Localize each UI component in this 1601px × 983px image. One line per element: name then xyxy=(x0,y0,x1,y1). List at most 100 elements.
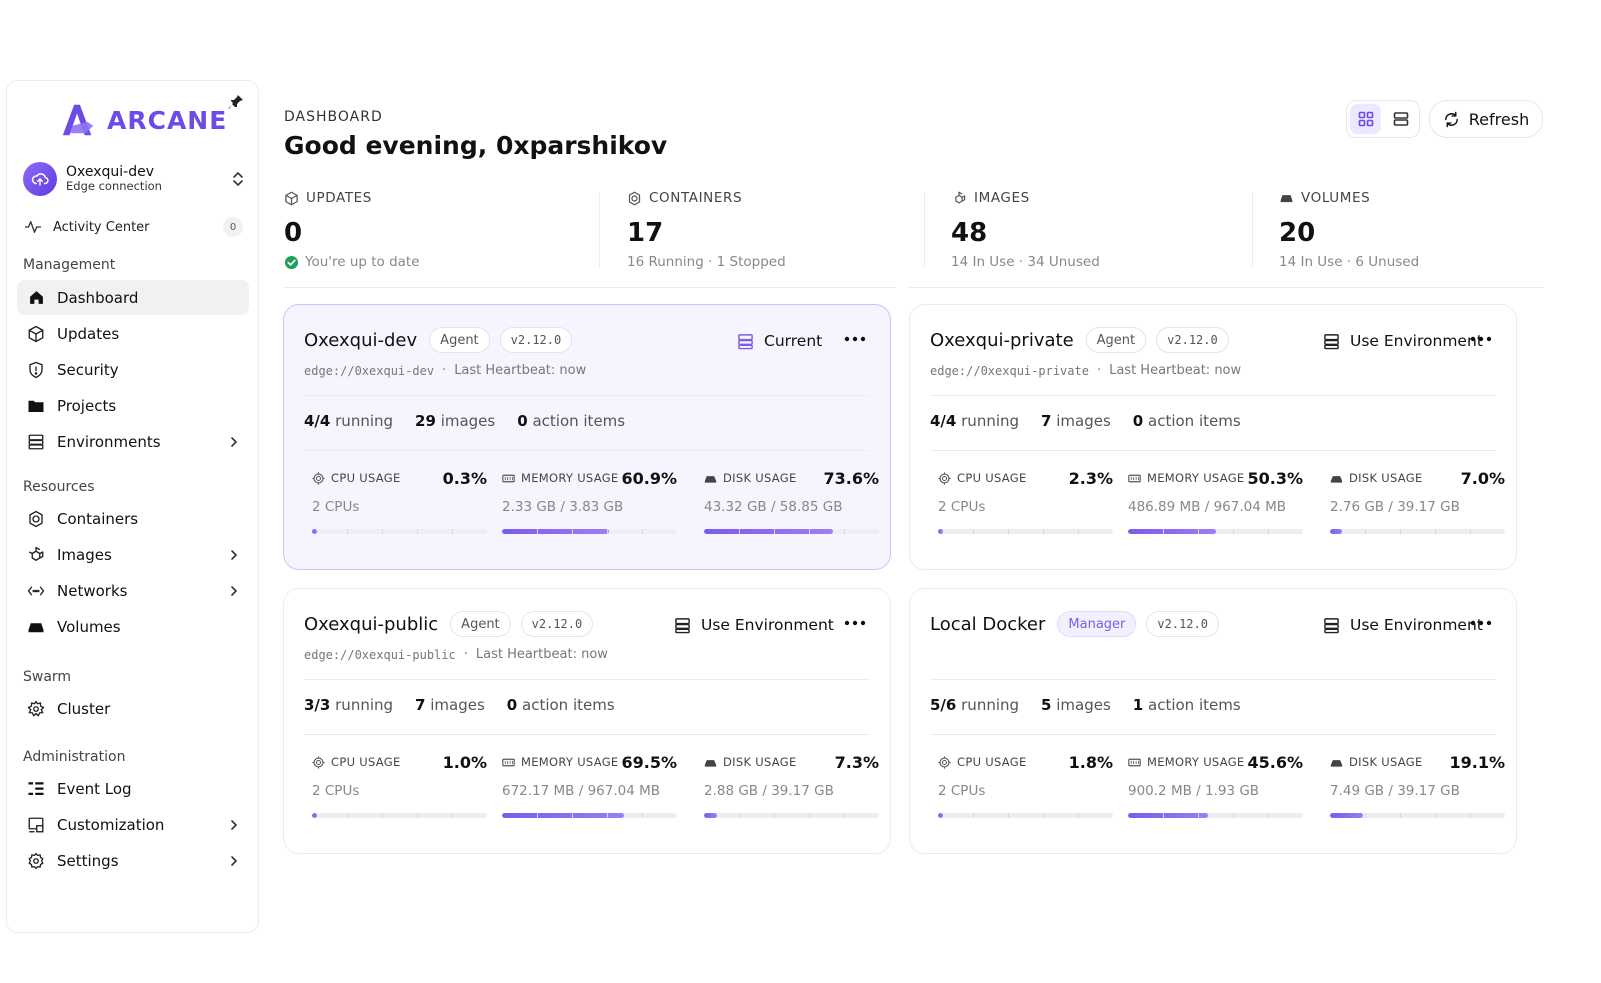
metric-memory: MEMORY USAGE 50.3% 486.89 MB / 967.04 MB xyxy=(1128,469,1303,534)
env-url-row: edge://0xexqui-dev · Last Heartbeat: now xyxy=(304,363,587,378)
sidebar-item-security[interactable]: Security xyxy=(17,352,249,387)
sidebar-item-label: Networks xyxy=(57,581,128,600)
metric-label: CPU USAGE xyxy=(957,755,1027,769)
sidebar-item-settings[interactable]: Settings xyxy=(17,843,249,878)
list-view-button[interactable] xyxy=(1385,104,1416,134)
stat-containers[interactable]: CONTAINERS 17 16 Running · 1 Stopped xyxy=(627,190,786,270)
sidebar-item-containers[interactable]: Containers xyxy=(17,501,249,536)
container-icon xyxy=(628,191,641,205)
sidebar-item-dashboard[interactable]: Dashboard xyxy=(17,280,249,315)
metric-sub: 2.33 GB / 3.83 GB xyxy=(502,499,624,515)
activity-center-link[interactable]: Activity Center 0 xyxy=(23,214,243,240)
activity-center-label: Activity Center xyxy=(53,219,150,235)
sidebar-item-environments[interactable]: Environments xyxy=(17,424,249,459)
shield-icon xyxy=(29,361,43,378)
metric-sub: 2 CPUs xyxy=(938,783,986,799)
server-icon xyxy=(28,434,44,449)
images-count: 5 xyxy=(1041,696,1052,714)
use-environment-button[interactable]: Use Environment xyxy=(1323,332,1483,350)
metric-bar-fill xyxy=(1330,529,1343,534)
more-horizontal-icon[interactable] xyxy=(844,619,866,627)
sidebar-item-projects[interactable]: Projects xyxy=(17,388,249,423)
metric-value: 19.1% xyxy=(1449,753,1505,772)
environment-card[interactable]: Oxexqui-public Agent v2.12.0 edge://0xex… xyxy=(283,588,891,854)
more-horizontal-icon[interactable] xyxy=(1470,619,1492,627)
stat-sub: 14 In Use · 6 Unused xyxy=(1279,254,1420,270)
env-heartbeat: Last Heartbeat: now xyxy=(1109,363,1242,378)
sidebar-item-volumes[interactable]: Volumes xyxy=(17,609,249,644)
running-label: running xyxy=(335,696,394,714)
pin-icon[interactable] xyxy=(228,94,244,110)
sidebar-item-networks[interactable]: Networks xyxy=(17,573,249,608)
package-icon xyxy=(28,325,44,342)
app-logo[interactable]: ARCANE xyxy=(59,101,227,139)
breadcrumb: DASHBOARD xyxy=(284,109,383,125)
running-count: 5/6 xyxy=(930,696,957,714)
metric-bar xyxy=(1330,529,1505,534)
use-environment-button[interactable]: Use Environment xyxy=(674,616,834,634)
current-env-indicator[interactable]: Current xyxy=(737,332,822,350)
sidebar-item-label: Customization xyxy=(57,815,165,834)
chevron-right-icon xyxy=(231,855,238,866)
use-environment-button[interactable]: Use Environment xyxy=(1323,616,1483,634)
metric-bar xyxy=(938,529,1113,534)
section-resources: Resources xyxy=(23,479,95,495)
chevron-right-icon xyxy=(231,436,238,447)
environment-switcher[interactable]: Oxexqui-dev Edge connection xyxy=(23,161,245,197)
env-version-badge: v2.12.0 xyxy=(1156,327,1229,353)
hard-drive-icon xyxy=(704,475,717,483)
sidebar-item-images[interactable]: Images xyxy=(17,537,249,572)
app-name: ARCANE xyxy=(107,105,228,135)
stat-updates[interactable]: UPDATES 0 You're up to date xyxy=(284,190,420,270)
metric-bar-fill xyxy=(704,813,717,818)
metric-bar xyxy=(312,813,487,818)
metric-bar xyxy=(704,813,879,818)
metric-label: DISK USAGE xyxy=(723,471,797,485)
refresh-button[interactable]: Refresh xyxy=(1429,100,1543,138)
memory-icon xyxy=(1128,758,1141,766)
sidebar-item-label: Containers xyxy=(57,509,139,528)
server-icon xyxy=(738,333,753,349)
stat-value: 17 xyxy=(627,218,664,248)
environment-card[interactable]: Local Docker Manager v2.12.0 Use Environ… xyxy=(909,588,1517,854)
server-icon xyxy=(1324,333,1339,349)
metric-bar-fill xyxy=(312,813,318,818)
stat-volumes[interactable]: VOLUMES 20 14 In Use · 6 Unused xyxy=(1279,190,1420,270)
env-heartbeat: Last Heartbeat: now xyxy=(454,363,587,378)
stat-images[interactable]: IMAGES 48 14 In Use · 34 Unused xyxy=(951,190,1100,270)
sidebar-item-customization[interactable]: Customization xyxy=(17,807,249,842)
cpu-icon xyxy=(312,755,325,769)
more-horizontal-icon[interactable] xyxy=(1470,335,1492,343)
metric-disk: DISK USAGE 7.3% 2.88 GB / 39.17 GB xyxy=(704,753,879,818)
stat-value: 20 xyxy=(1279,218,1316,248)
metric-sub: 2 CPUs xyxy=(312,499,360,515)
sidebar-item-updates[interactable]: Updates xyxy=(17,316,249,351)
metric-value: 73.6% xyxy=(823,469,879,488)
metric-bar xyxy=(502,529,677,534)
env-counts: 5/6 running 5 images 1 action items xyxy=(930,696,1241,714)
more-horizontal-icon[interactable] xyxy=(844,335,866,343)
sidebar-item-cluster[interactable]: Cluster xyxy=(17,691,249,726)
metric-bar-fill xyxy=(502,529,609,534)
images-label: images xyxy=(1056,696,1111,714)
metric-cpu: CPU USAGE 1.8% 2 CPUs xyxy=(938,753,1113,818)
metric-label: CPU USAGE xyxy=(331,471,401,485)
metric-sub: 900.2 MB / 1.93 GB xyxy=(1128,783,1260,799)
grid-view-button[interactable] xyxy=(1350,104,1381,134)
env-switcher-name: Oxexqui-dev xyxy=(66,163,155,180)
hard-drive-icon xyxy=(1330,759,1343,767)
metric-bar-fill xyxy=(1128,813,1208,818)
env-counts: 4/4 running 7 images 0 action items xyxy=(930,412,1241,430)
stat-label: IMAGES xyxy=(974,190,1030,206)
metric-label: DISK USAGE xyxy=(1349,471,1423,485)
rows-icon xyxy=(1393,112,1408,126)
chevron-right-icon xyxy=(231,549,238,560)
images-count: 7 xyxy=(1041,412,1052,430)
environment-card[interactable]: Oxexqui-dev Agent v2.12.0 edge://0xexqui… xyxy=(283,304,891,570)
metric-label: DISK USAGE xyxy=(1349,755,1423,769)
environment-card[interactable]: Oxexqui-private Agent v2.12.0 edge://0xe… xyxy=(909,304,1517,570)
running-label: running xyxy=(335,412,394,430)
env-type-badge: Agent xyxy=(429,327,490,353)
sidebar-item-event-log[interactable]: Event Log xyxy=(17,771,249,806)
activity-icon xyxy=(24,221,42,233)
